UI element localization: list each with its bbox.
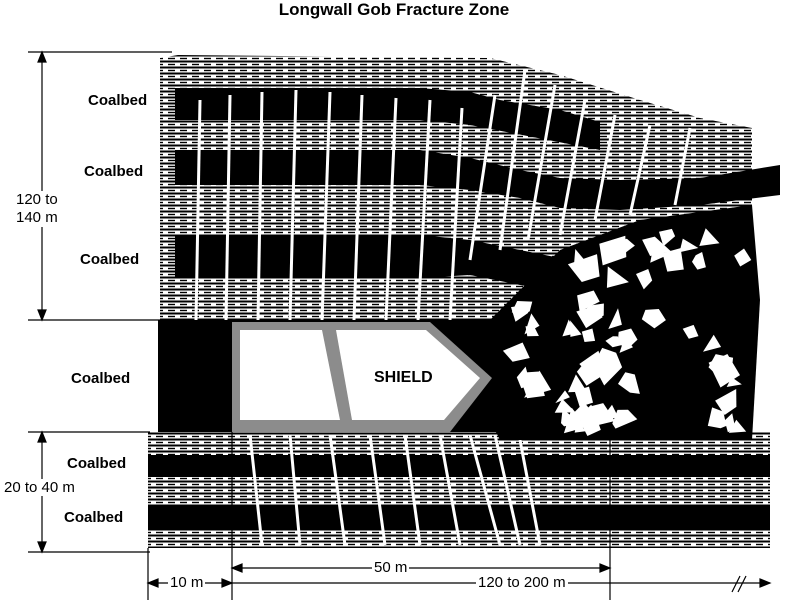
rubble-fragment: [584, 303, 604, 323]
rubble-fragment: [563, 407, 586, 434]
coalbed-band-6: [148, 505, 770, 529]
gob-rubble: [480, 205, 760, 440]
rubble-fragment: [699, 228, 720, 246]
rubble-fragment: [682, 324, 699, 339]
rubble-fragment: [679, 238, 699, 253]
rubble-fragment: [574, 386, 593, 407]
rubble-fragment: [728, 419, 747, 433]
rubble-fragment: [599, 235, 627, 266]
rubble-fragment: [636, 269, 653, 290]
rubble-fragment: [707, 407, 727, 429]
page-title: Longwall Gob Fracture Zone: [278, 0, 510, 19]
rubble-fragment: [726, 377, 742, 387]
rubble-fragment: [703, 334, 722, 352]
upper-strata: [160, 55, 780, 321]
rubble-fragment: [715, 389, 737, 415]
rubble-fragment: [659, 228, 676, 247]
coalbed-label-5: Coalbed: [67, 455, 127, 472]
upper-zone-dimension: 120 to 140 m: [14, 191, 60, 227]
rubble-fragment: [662, 248, 684, 272]
rubble-fragment: [608, 308, 622, 329]
rubble-fragment: [618, 372, 640, 394]
lower-strata: [148, 432, 770, 548]
rubble-fragment: [555, 390, 570, 404]
coalbed-band-5: [148, 455, 770, 477]
rubble-fragment: [606, 266, 629, 288]
rubble-fragment: [579, 350, 604, 379]
coalbed-label-1: Coalbed: [88, 92, 148, 109]
width-10m-dimension: 10 m: [168, 574, 206, 591]
rubble-fragment: [525, 326, 539, 337]
rubble-fragment: [642, 236, 671, 256]
rubble-fragment: [612, 409, 638, 429]
shield: [232, 322, 492, 432]
width-50m-dimension: 50 m: [372, 559, 410, 576]
shield-label: SHIELD: [374, 369, 433, 386]
rubble-fragment: [581, 328, 596, 342]
coal-face: [158, 320, 232, 432]
rubble-fragment: [577, 290, 600, 312]
rubble-fragment: [574, 249, 586, 263]
coalbed-label-6: Coalbed: [64, 509, 124, 526]
rubble-fragment: [554, 398, 576, 413]
rubble-fragment: [567, 254, 600, 282]
rubble-fragment: [734, 248, 752, 267]
lower-zone-dimension: 20 to 40 m: [2, 479, 77, 496]
rubble-fragment: [641, 309, 666, 329]
coalbed-label-2: Coalbed: [84, 163, 144, 180]
rubble-fragment: [605, 336, 622, 348]
rubble-fragment: [521, 373, 545, 399]
rubble-fragment: [568, 374, 587, 393]
coalbed-label-4: Coalbed: [71, 370, 131, 387]
rubble-fragment: [502, 342, 530, 362]
rubble-fragment: [511, 305, 529, 322]
rubble-fragment: [601, 404, 619, 419]
rubble-fragment: [617, 328, 638, 348]
rubble-fragment: [562, 319, 576, 337]
coalbed-label-3: Coalbed: [80, 251, 140, 268]
width-gob-dimension: 120 to 200 m: [476, 574, 568, 591]
dimension-lines: [28, 50, 772, 600]
rubble-fragment: [692, 252, 706, 270]
